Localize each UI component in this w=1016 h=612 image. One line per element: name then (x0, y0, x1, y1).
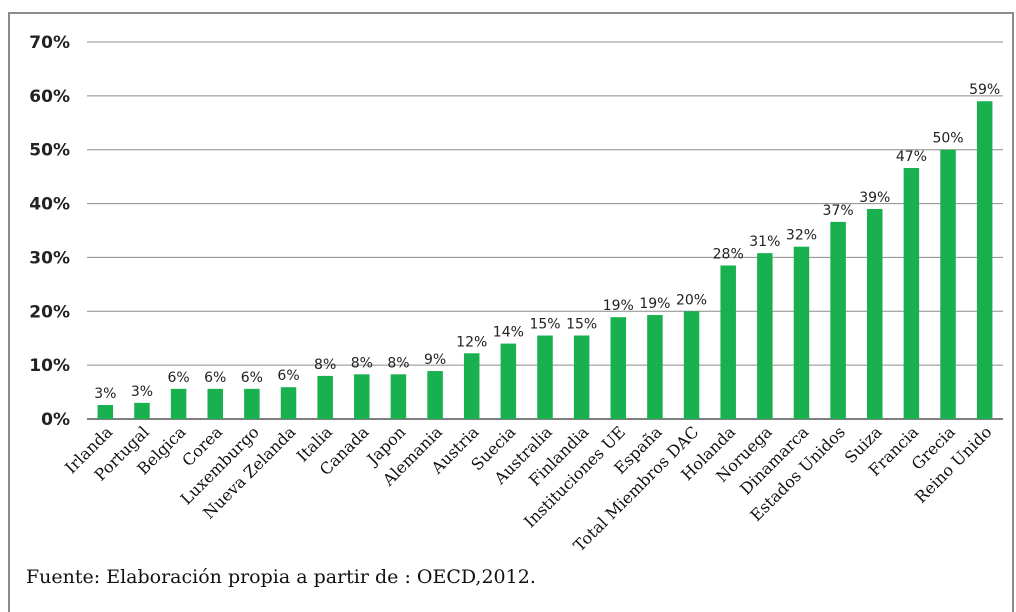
y-tick-label: 40% (29, 195, 70, 215)
x-axis-ticks: IrlandaPortugalBelgicaCoreaLuxemburgoNue… (61, 422, 995, 555)
y-tick-label: 30% (29, 248, 70, 268)
data-label: 6% (167, 370, 189, 386)
data-label: 15% (529, 317, 560, 333)
bar (354, 374, 370, 419)
bar (207, 388, 223, 419)
data-label: 32% (786, 228, 817, 244)
bar (500, 343, 517, 419)
data-label: 39% (859, 190, 890, 206)
data-label: 28% (713, 247, 744, 263)
y-tick-label: 0% (41, 410, 70, 430)
data-labels: 3% 3% 6% 6% 6% 6% 8% 8% 8% 9% 12% 14% 15% 15% 19% 19% 20… (94, 82, 1000, 402)
data-label: 6% (204, 370, 226, 386)
data-label: 50% (932, 131, 963, 147)
data-label: 19% (639, 296, 670, 312)
bar (683, 311, 700, 419)
data-label: 59% (969, 82, 1000, 98)
gridlines (87, 41, 1003, 420)
bar (97, 404, 114, 419)
data-label: 37% (823, 203, 854, 219)
bar (170, 388, 187, 419)
data-label: 20% (676, 292, 707, 308)
bar (867, 208, 883, 419)
data-label: 8% (314, 357, 336, 373)
y-tick-label: 10% (29, 356, 70, 376)
bar (390, 374, 407, 419)
data-label: 15% (566, 317, 597, 333)
data-label: 12% (456, 334, 487, 350)
bar (720, 265, 736, 419)
source-note: Fuente: Elaboración propia a partir de :… (26, 566, 536, 588)
data-label: 3% (131, 384, 153, 400)
bar (757, 253, 773, 419)
bar (427, 371, 443, 419)
bar (647, 315, 663, 419)
bar (610, 317, 627, 419)
y-tick-label: 70% (29, 33, 70, 53)
data-label: 8% (387, 355, 409, 371)
data-label: 9% (424, 352, 446, 368)
y-tick-label: 50% (29, 141, 70, 161)
data-label: 3% (94, 386, 116, 402)
data-label: 6% (241, 370, 263, 386)
bar (317, 375, 333, 419)
bar (940, 149, 956, 419)
data-label: 31% (749, 234, 780, 250)
bars (97, 101, 993, 419)
data-label: 8% (351, 355, 373, 371)
bar (976, 101, 993, 419)
bar (244, 388, 260, 419)
data-label: 14% (493, 325, 524, 341)
bar (830, 221, 846, 419)
y-axis-ticks: 0% 10% 20% 30% 40% 50% 60% 70% (29, 33, 70, 430)
bar (134, 402, 150, 419)
data-label: 47% (896, 149, 927, 165)
bar (280, 387, 297, 419)
y-tick-label: 20% (29, 302, 70, 322)
data-label: 19% (603, 298, 634, 314)
chart-frame (8, 12, 1014, 612)
bar-chart: 0% 10% 20% 30% 40% 50% 60% 70% 3% 3% 6% 6% 6% 6% 8% 8%… (29, 33, 1003, 555)
data-label: 6% (277, 368, 299, 384)
bar (573, 335, 590, 419)
bar (793, 246, 810, 419)
y-tick-label: 60% (29, 87, 70, 107)
bar (463, 353, 480, 419)
bar (903, 168, 920, 419)
bar (537, 335, 553, 419)
